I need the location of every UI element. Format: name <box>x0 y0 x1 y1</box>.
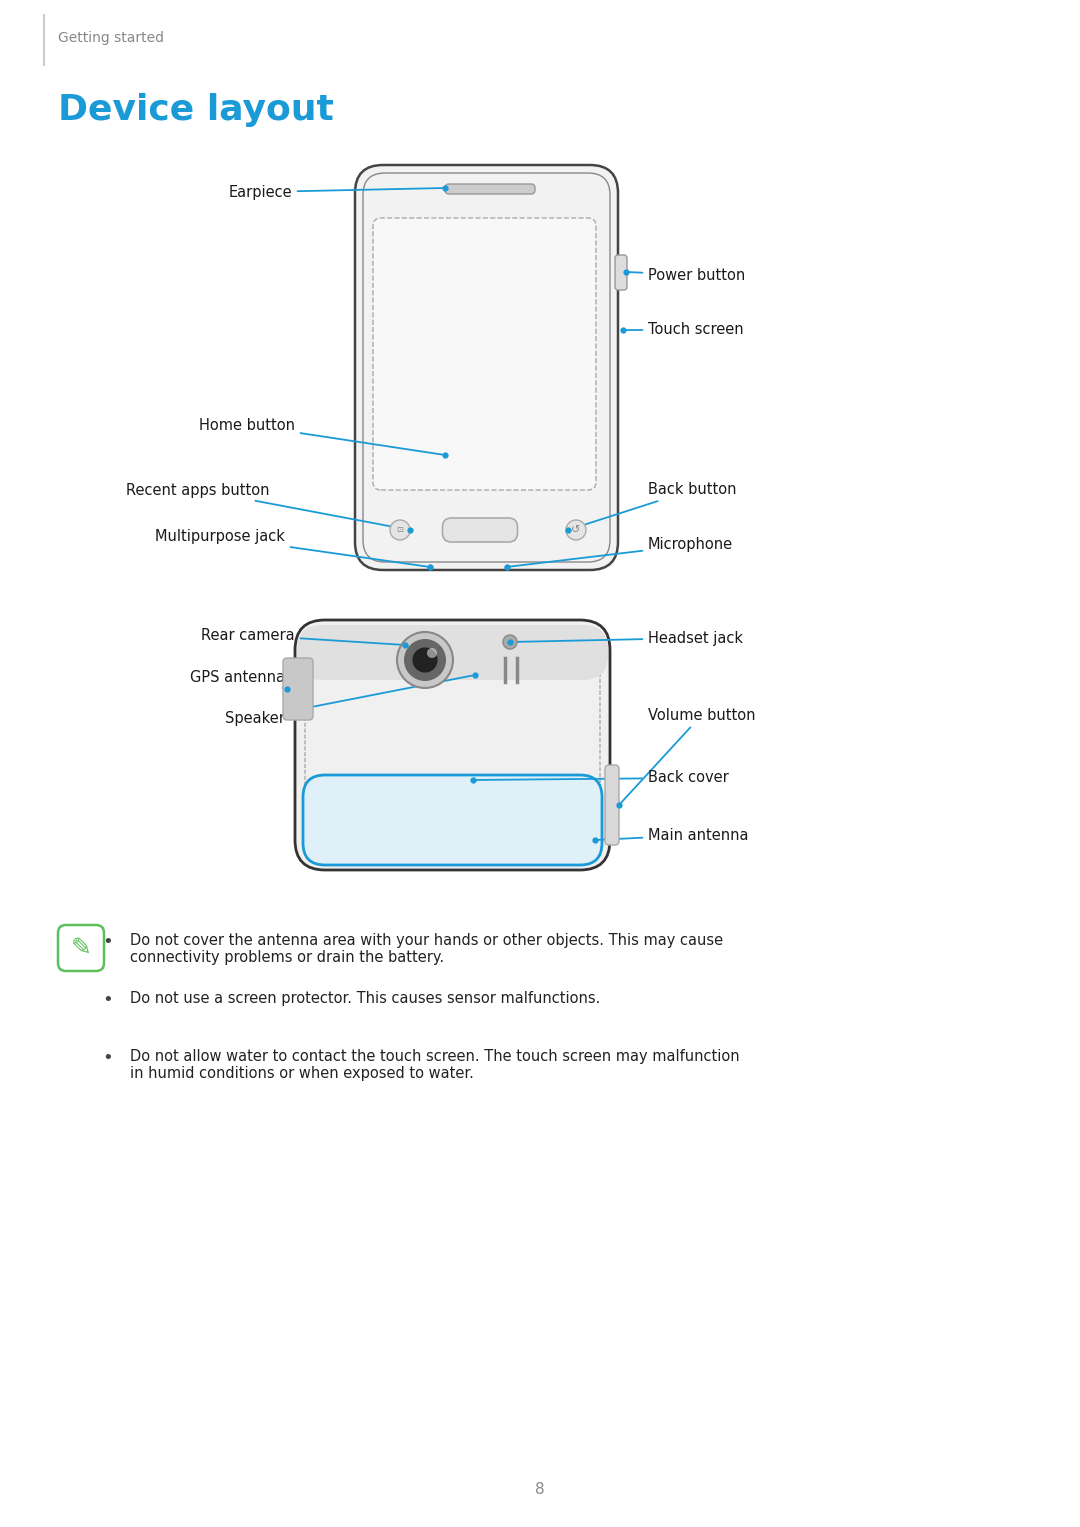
Circle shape <box>413 647 437 672</box>
Text: Do not allow water to contact the touch screen. The touch screen may malfunction: Do not allow water to contact the touch … <box>130 1049 740 1081</box>
Text: Earpiece: Earpiece <box>228 185 442 200</box>
Text: ⊡: ⊡ <box>396 525 404 534</box>
Text: Do not cover the antenna area with your hands or other objects. This may cause
c: Do not cover the antenna area with your … <box>130 933 724 965</box>
Text: Multipurpose jack: Multipurpose jack <box>156 530 428 567</box>
Circle shape <box>503 635 517 649</box>
FancyBboxPatch shape <box>373 218 596 490</box>
Circle shape <box>566 521 586 541</box>
FancyBboxPatch shape <box>443 518 517 542</box>
Circle shape <box>427 647 437 658</box>
Text: ✎: ✎ <box>70 936 92 960</box>
Text: GPS antenna: GPS antenna <box>190 669 285 689</box>
FancyBboxPatch shape <box>445 183 535 194</box>
FancyBboxPatch shape <box>605 765 619 844</box>
Text: Power button: Power button <box>629 267 745 282</box>
FancyBboxPatch shape <box>295 620 610 870</box>
FancyBboxPatch shape <box>58 925 104 971</box>
Text: •: • <box>103 933 113 951</box>
Text: Back button: Back button <box>570 483 737 530</box>
Text: Home button: Home button <box>199 417 442 455</box>
Text: Speaker: Speaker <box>225 675 472 725</box>
FancyBboxPatch shape <box>355 165 618 570</box>
Text: Getting started: Getting started <box>58 31 164 44</box>
Text: Main antenna: Main antenna <box>597 828 748 843</box>
Text: •: • <box>103 991 113 1009</box>
Text: Back cover: Back cover <box>475 771 729 785</box>
FancyBboxPatch shape <box>615 255 627 290</box>
Circle shape <box>390 521 410 541</box>
FancyBboxPatch shape <box>283 658 313 721</box>
Text: Do not use a screen protector. This causes sensor malfunctions.: Do not use a screen protector. This caus… <box>130 991 600 1006</box>
Text: Volume button: Volume button <box>621 707 756 803</box>
Text: Device layout: Device layout <box>58 93 334 127</box>
FancyBboxPatch shape <box>303 776 602 864</box>
Circle shape <box>397 632 453 689</box>
Text: 8: 8 <box>536 1483 544 1498</box>
Text: Touch screen: Touch screen <box>625 322 744 337</box>
Text: Headset jack: Headset jack <box>513 631 743 646</box>
Text: Rear camera: Rear camera <box>201 628 402 644</box>
FancyBboxPatch shape <box>297 625 608 680</box>
Text: Recent apps button: Recent apps button <box>126 483 407 530</box>
Text: •: • <box>103 1049 113 1067</box>
Text: Microphone: Microphone <box>510 538 733 567</box>
Circle shape <box>404 638 446 681</box>
Text: ↺: ↺ <box>571 525 581 534</box>
